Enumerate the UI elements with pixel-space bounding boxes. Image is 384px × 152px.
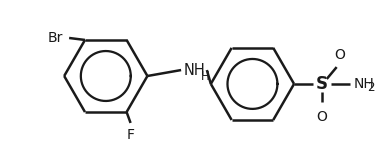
Text: NH: NH xyxy=(184,63,206,78)
Text: NH: NH xyxy=(354,77,374,91)
Text: O: O xyxy=(334,48,345,62)
Text: 2: 2 xyxy=(367,81,375,94)
Text: O: O xyxy=(316,110,327,124)
Text: Br: Br xyxy=(48,31,63,45)
Text: H: H xyxy=(200,69,209,83)
Text: S: S xyxy=(316,75,328,93)
Text: F: F xyxy=(127,128,134,142)
